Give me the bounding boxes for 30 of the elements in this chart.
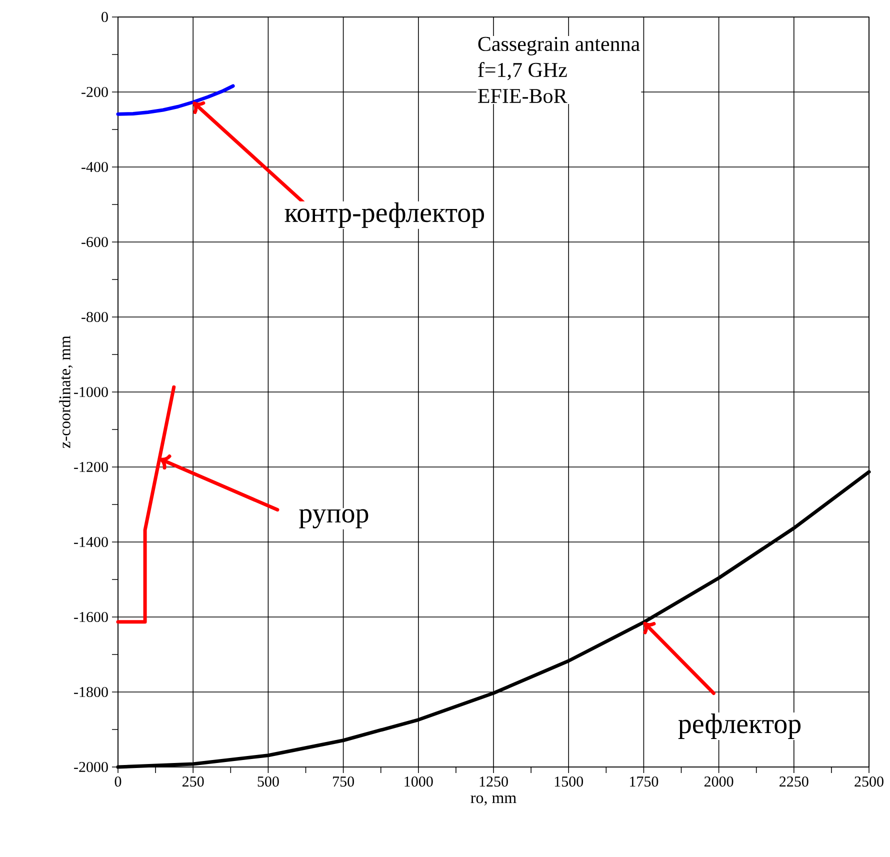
x-tick-label: 1750	[630, 776, 658, 787]
annotation: EFIE-BoR	[478, 89, 568, 104]
y-tick-label: -1200	[74, 462, 108, 472]
annotation: контр-рефлектор	[284, 202, 484, 228]
x-tick-label: 2000	[704, 776, 734, 787]
x-axis-title: ro, mm	[470, 795, 516, 806]
x-tick-label: 2250	[780, 776, 808, 787]
y-tick-label: -2000	[74, 762, 108, 772]
x-tick-label: 1500	[554, 776, 584, 787]
x-tick-label: 500	[258, 776, 279, 787]
annotation: рупор	[299, 509, 368, 528]
x-tick-label: 0	[114, 776, 122, 787]
y-tick-label: -400	[82, 162, 108, 172]
y-tick-label: -800	[82, 312, 108, 322]
y-tick-label: -1600	[74, 612, 108, 622]
x-tick-label: 1000	[404, 776, 433, 787]
annotation: Cassegrain antenna	[478, 36, 640, 56]
annotation: рефлектор	[678, 714, 801, 739]
y-tick-label: 0	[102, 12, 108, 22]
x-tick-label: 750	[333, 776, 354, 787]
x-tick-label: 1250	[480, 776, 508, 787]
x-tick-label: 250	[182, 776, 204, 787]
y-axis-title: z-coordinate, mm	[59, 336, 73, 448]
y-tick-label: -600	[82, 236, 108, 248]
y-tick-label: -1000	[74, 386, 108, 398]
annotation: f=1,7 GHz	[478, 62, 567, 80]
y-tick-label: -200	[82, 86, 108, 98]
y-tick-label: -1400	[74, 536, 108, 548]
x-tick-label: 2500	[854, 776, 884, 787]
y-tick-label: -1800	[74, 686, 108, 698]
